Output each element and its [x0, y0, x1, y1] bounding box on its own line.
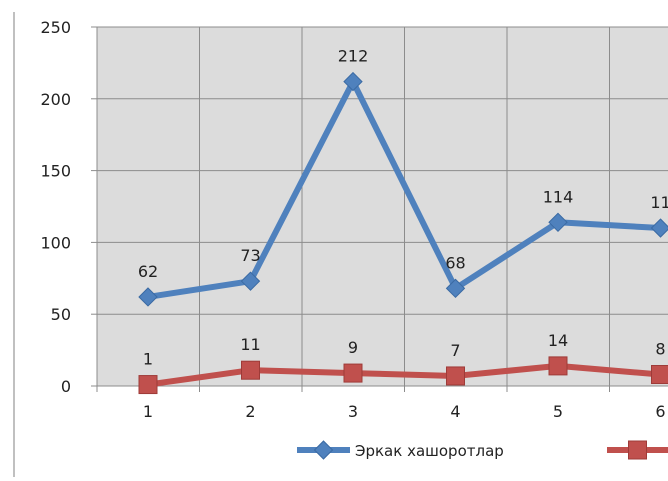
data-point-diamond — [315, 441, 333, 459]
data-label: 68 — [445, 253, 465, 272]
data-label: 212 — [338, 47, 369, 66]
data-label: 1 — [143, 350, 153, 369]
data-label: 14 — [548, 331, 568, 350]
x-tick-label: 1 — [143, 402, 153, 421]
y-tick-label: 150 — [40, 162, 71, 181]
x-tick-label: 4 — [450, 402, 460, 421]
x-tick-label: 6 — [655, 402, 665, 421]
y-tick-label: 200 — [40, 90, 71, 109]
data-label: 73 — [240, 246, 260, 265]
data-label: 8 — [655, 340, 665, 359]
y-tick-label: 50 — [51, 305, 71, 324]
x-tick-label: 3 — [348, 402, 358, 421]
data-label: 62 — [138, 262, 158, 281]
data-label: 114 — [543, 187, 574, 206]
data-label: 11 — [240, 335, 260, 354]
data-point-square — [139, 376, 157, 394]
data-label: 11 — [650, 193, 668, 212]
y-tick-label: 100 — [40, 233, 71, 252]
data-point-square — [652, 366, 668, 384]
data-label: 7 — [450, 341, 460, 360]
x-tick-label: 5 — [553, 402, 563, 421]
data-point-square — [242, 361, 260, 379]
plot-area — [97, 27, 668, 386]
data-point-square — [549, 357, 567, 375]
data-point-square — [447, 367, 465, 385]
y-tick-label: 250 — [40, 18, 71, 37]
y-tick-label: 0 — [61, 377, 71, 396]
data-label: 9 — [348, 338, 358, 357]
data-point-square — [629, 441, 647, 459]
legend-label-1: Эркак хашоротлар — [355, 442, 504, 460]
data-point-square — [344, 364, 362, 382]
x-tick-label: 2 — [245, 402, 255, 421]
